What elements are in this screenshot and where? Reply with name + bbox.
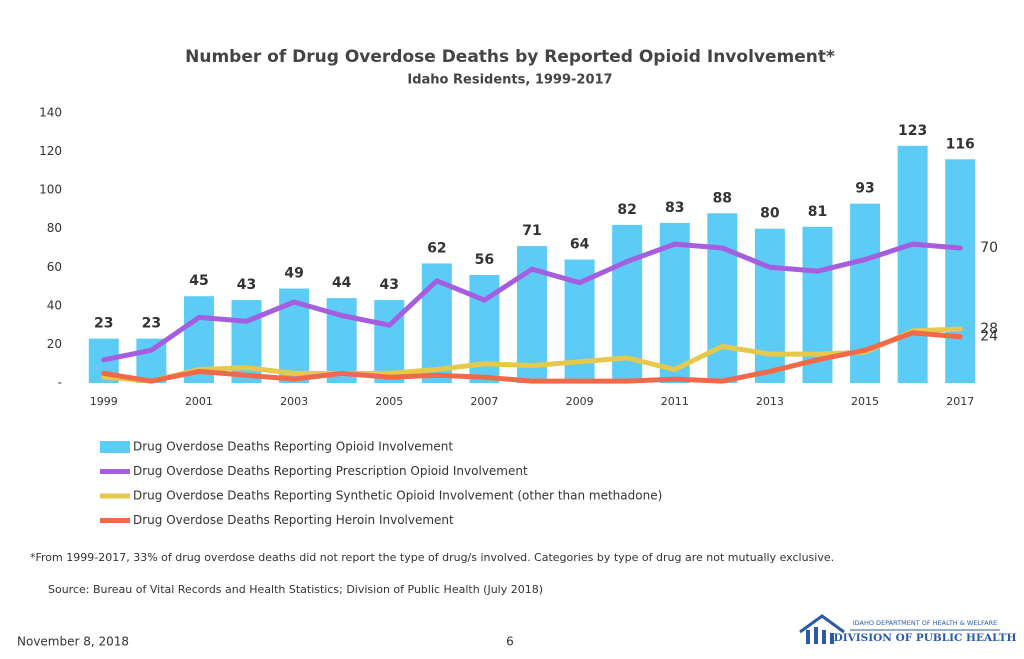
x-tick-label: 2003 (280, 395, 308, 408)
bar-label: 43 (237, 277, 256, 293)
logo-figure (806, 630, 810, 644)
bar-label: 80 (760, 206, 780, 222)
bar-label: 81 (808, 204, 827, 220)
bar (897, 145, 928, 383)
page-number: 6 (506, 635, 514, 649)
line-end-label: 70 (980, 240, 998, 256)
bar-label: 83 (665, 200, 684, 216)
bar-label: 23 (94, 316, 113, 332)
bar-label: 123 (898, 123, 927, 139)
date: November 8, 2018 (17, 635, 129, 649)
x-tick-label: 2013 (756, 395, 784, 408)
y-tick-label: 20 (47, 337, 62, 351)
legend-swatch (100, 441, 130, 453)
y-tick-label: - (58, 376, 62, 390)
bar-label: 88 (713, 190, 732, 206)
logo-figure (814, 627, 818, 644)
line-end-label: 28 (980, 321, 998, 337)
x-tick-label: 2005 (375, 395, 403, 408)
y-tick-label: 100 (39, 183, 62, 197)
logo-bottom: DIVISION OF PUBLIC HEALTH (834, 632, 1017, 644)
x-tick-label: 1999 (90, 395, 118, 408)
source: Source: Bureau of Vital Records and Heal… (48, 583, 543, 596)
legend-label: Drug Overdose Deaths Reporting Prescript… (133, 464, 528, 478)
bar-label: 43 (380, 277, 399, 293)
y-tick-label: 40 (47, 298, 62, 312)
bar (707, 213, 738, 383)
logo-figure (822, 630, 826, 644)
bar-label: 64 (570, 237, 590, 253)
chart-title: Number of Drug Overdose Deaths by Report… (185, 47, 835, 67)
logo-figure (830, 633, 834, 644)
bar-label: 45 (189, 273, 208, 289)
line (101, 326, 963, 384)
bar-label: 116 (946, 136, 975, 152)
bar-label: 93 (855, 181, 874, 197)
x-tick-label: 2001 (185, 395, 213, 408)
footnote: *From 1999-2017, 33% of drug overdose de… (30, 551, 834, 564)
x-tick-label: 2015 (851, 395, 879, 408)
bar-label: 56 (475, 252, 494, 268)
y-tick-label: 120 (39, 144, 62, 158)
bar (945, 159, 976, 383)
logo-roof (799, 614, 845, 634)
bar (754, 228, 785, 383)
bar-label: 71 (522, 223, 541, 239)
logo: IDAHO DEPARTMENT OF HEALTH & WELFARE DIV… (799, 614, 1017, 644)
y-tick-label: 60 (47, 260, 62, 274)
legend-label: Drug Overdose Deaths Reporting Heroin In… (133, 513, 454, 527)
legend-label: Drug Overdose Deaths Reporting Synthetic… (133, 489, 662, 503)
x-tick-label: 2009 (566, 395, 594, 408)
bar (850, 203, 881, 383)
line (101, 241, 963, 363)
bar-label: 49 (284, 266, 303, 282)
bar-label: 62 (427, 240, 446, 256)
line-end-label: 24 (980, 329, 998, 345)
x-tick-label: 2007 (470, 395, 498, 408)
legend-label: Drug Overdose Deaths Reporting Opioid In… (133, 440, 453, 454)
y-tick-label: 140 (39, 106, 62, 120)
bar-label: 82 (617, 202, 636, 218)
x-tick-label: 2017 (946, 395, 974, 408)
bar-label: 23 (142, 316, 161, 332)
chart-subtitle: Idaho Residents, 1999-2017 (407, 73, 612, 88)
x-tick-label: 2011 (661, 395, 689, 408)
logo-top: IDAHO DEPARTMENT OF HEALTH & WELFARE (853, 619, 998, 627)
bar-label: 44 (332, 275, 352, 291)
y-tick-label: 80 (47, 221, 62, 235)
line (101, 330, 963, 384)
